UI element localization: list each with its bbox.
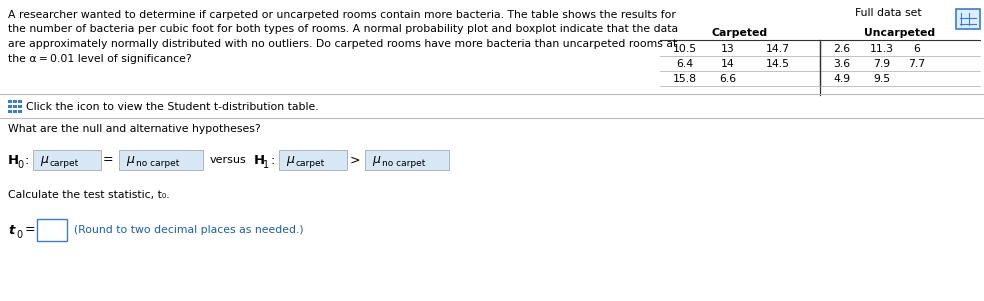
Text: 7.7: 7.7 bbox=[908, 59, 926, 69]
Text: A researcher wanted to determine if carpeted or uncarpeted rooms contain more ba: A researcher wanted to determine if carp… bbox=[8, 10, 676, 20]
Text: 3.6: 3.6 bbox=[833, 59, 850, 69]
Text: μ: μ bbox=[286, 153, 294, 166]
FancyBboxPatch shape bbox=[13, 110, 17, 113]
Text: carpet: carpet bbox=[296, 159, 326, 167]
Text: the α = 0.01 level of significance?: the α = 0.01 level of significance? bbox=[8, 54, 192, 64]
Text: 9.5: 9.5 bbox=[874, 74, 891, 84]
Text: no carpet: no carpet bbox=[136, 159, 179, 167]
Text: 6: 6 bbox=[913, 44, 920, 54]
Text: 10.5: 10.5 bbox=[673, 44, 697, 54]
Text: (Round to two decimal places as needed.): (Round to two decimal places as needed.) bbox=[74, 225, 304, 235]
FancyBboxPatch shape bbox=[279, 150, 347, 170]
Text: 6.4: 6.4 bbox=[676, 59, 694, 69]
Text: What are the null and alternative hypotheses?: What are the null and alternative hypoth… bbox=[8, 124, 261, 134]
FancyBboxPatch shape bbox=[33, 150, 101, 170]
Text: carpet: carpet bbox=[50, 159, 80, 167]
Text: Click the icon to view the Student t-distribution table.: Click the icon to view the Student t-dis… bbox=[26, 102, 319, 112]
FancyBboxPatch shape bbox=[13, 100, 17, 103]
Text: 14.7: 14.7 bbox=[766, 44, 790, 54]
Text: μ: μ bbox=[40, 153, 48, 166]
Text: =: = bbox=[102, 154, 113, 166]
Text: Carpeted: Carpeted bbox=[712, 28, 769, 38]
Text: 15.8: 15.8 bbox=[673, 74, 697, 84]
FancyBboxPatch shape bbox=[8, 110, 12, 113]
Text: 13: 13 bbox=[721, 44, 735, 54]
FancyBboxPatch shape bbox=[8, 100, 12, 103]
Text: >: > bbox=[349, 154, 360, 166]
Text: the number of bacteria per cubic foot for both types of rooms. A normal probabil: the number of bacteria per cubic foot fo… bbox=[8, 24, 678, 35]
Text: :: : bbox=[24, 154, 29, 166]
Text: 2.6: 2.6 bbox=[833, 44, 850, 54]
FancyBboxPatch shape bbox=[13, 104, 17, 108]
Text: :: : bbox=[270, 154, 275, 166]
Text: are approximately normally distributed with no outliers. Do carpeted rooms have : are approximately normally distributed w… bbox=[8, 39, 677, 49]
Text: 14: 14 bbox=[721, 59, 735, 69]
Text: t: t bbox=[8, 224, 15, 237]
Text: 11.3: 11.3 bbox=[870, 44, 894, 54]
FancyBboxPatch shape bbox=[956, 9, 980, 29]
Text: Full data set: Full data set bbox=[855, 8, 922, 18]
Text: 0: 0 bbox=[17, 160, 24, 170]
Text: versus: versus bbox=[210, 155, 247, 165]
Text: 6.6: 6.6 bbox=[719, 74, 737, 84]
Text: 14.5: 14.5 bbox=[766, 59, 790, 69]
Text: 0: 0 bbox=[16, 230, 22, 240]
FancyBboxPatch shape bbox=[37, 219, 67, 241]
Text: 7.9: 7.9 bbox=[874, 59, 891, 69]
Text: no carpet: no carpet bbox=[382, 159, 425, 167]
Text: μ: μ bbox=[126, 153, 134, 166]
FancyBboxPatch shape bbox=[18, 110, 22, 113]
Text: 1: 1 bbox=[263, 160, 270, 170]
FancyBboxPatch shape bbox=[119, 150, 203, 170]
Text: H: H bbox=[8, 154, 19, 166]
Text: Uncarpeted: Uncarpeted bbox=[864, 28, 936, 38]
FancyBboxPatch shape bbox=[18, 104, 22, 108]
Text: =: = bbox=[25, 224, 35, 237]
FancyBboxPatch shape bbox=[8, 104, 12, 108]
Text: μ: μ bbox=[372, 153, 380, 166]
FancyBboxPatch shape bbox=[18, 100, 22, 103]
Text: H: H bbox=[254, 154, 265, 166]
Text: Calculate the test statistic, t₀.: Calculate the test statistic, t₀. bbox=[8, 190, 169, 200]
Text: 4.9: 4.9 bbox=[833, 74, 850, 84]
FancyBboxPatch shape bbox=[365, 150, 449, 170]
